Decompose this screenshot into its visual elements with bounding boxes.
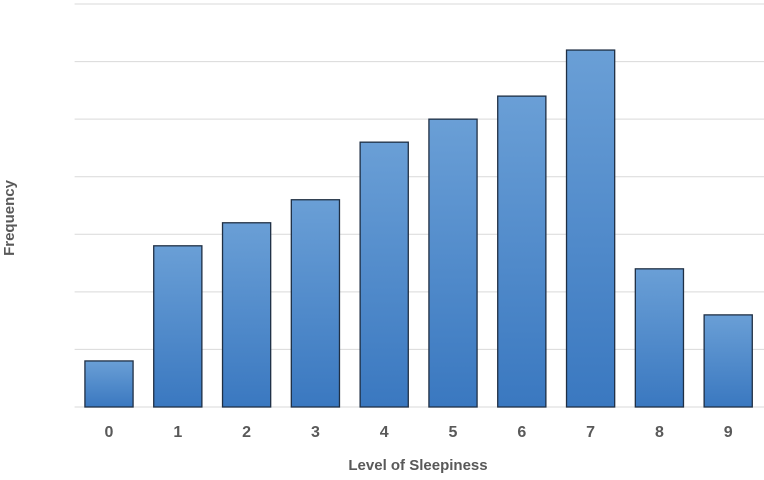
x-tick-label: 3: [311, 424, 320, 441]
x-tick-label: 4: [380, 424, 389, 441]
x-tick-label: 1: [173, 424, 182, 441]
bars: [84, 49, 753, 408]
x-tick-label: 8: [655, 424, 664, 441]
x-tick-label: 7: [586, 424, 595, 441]
x-tick-label: 2: [242, 424, 251, 441]
x-tick-label: 9: [724, 424, 733, 441]
bar: [359, 141, 409, 408]
bar: [634, 268, 685, 408]
y-axis-title: Frequency: [1, 179, 18, 256]
bar: [221, 222, 272, 408]
x-tick-label: 5: [449, 424, 458, 441]
bar: [565, 49, 616, 408]
bar: [84, 360, 134, 408]
x-tick-label: 6: [517, 424, 526, 441]
bar: [428, 118, 478, 408]
bar: [290, 199, 341, 408]
x-axis-title: Level of Sleepiness: [348, 457, 487, 474]
bar: [153, 245, 203, 408]
bar: [497, 95, 547, 408]
x-tick-label: 0: [105, 424, 114, 441]
bar: [703, 314, 753, 408]
